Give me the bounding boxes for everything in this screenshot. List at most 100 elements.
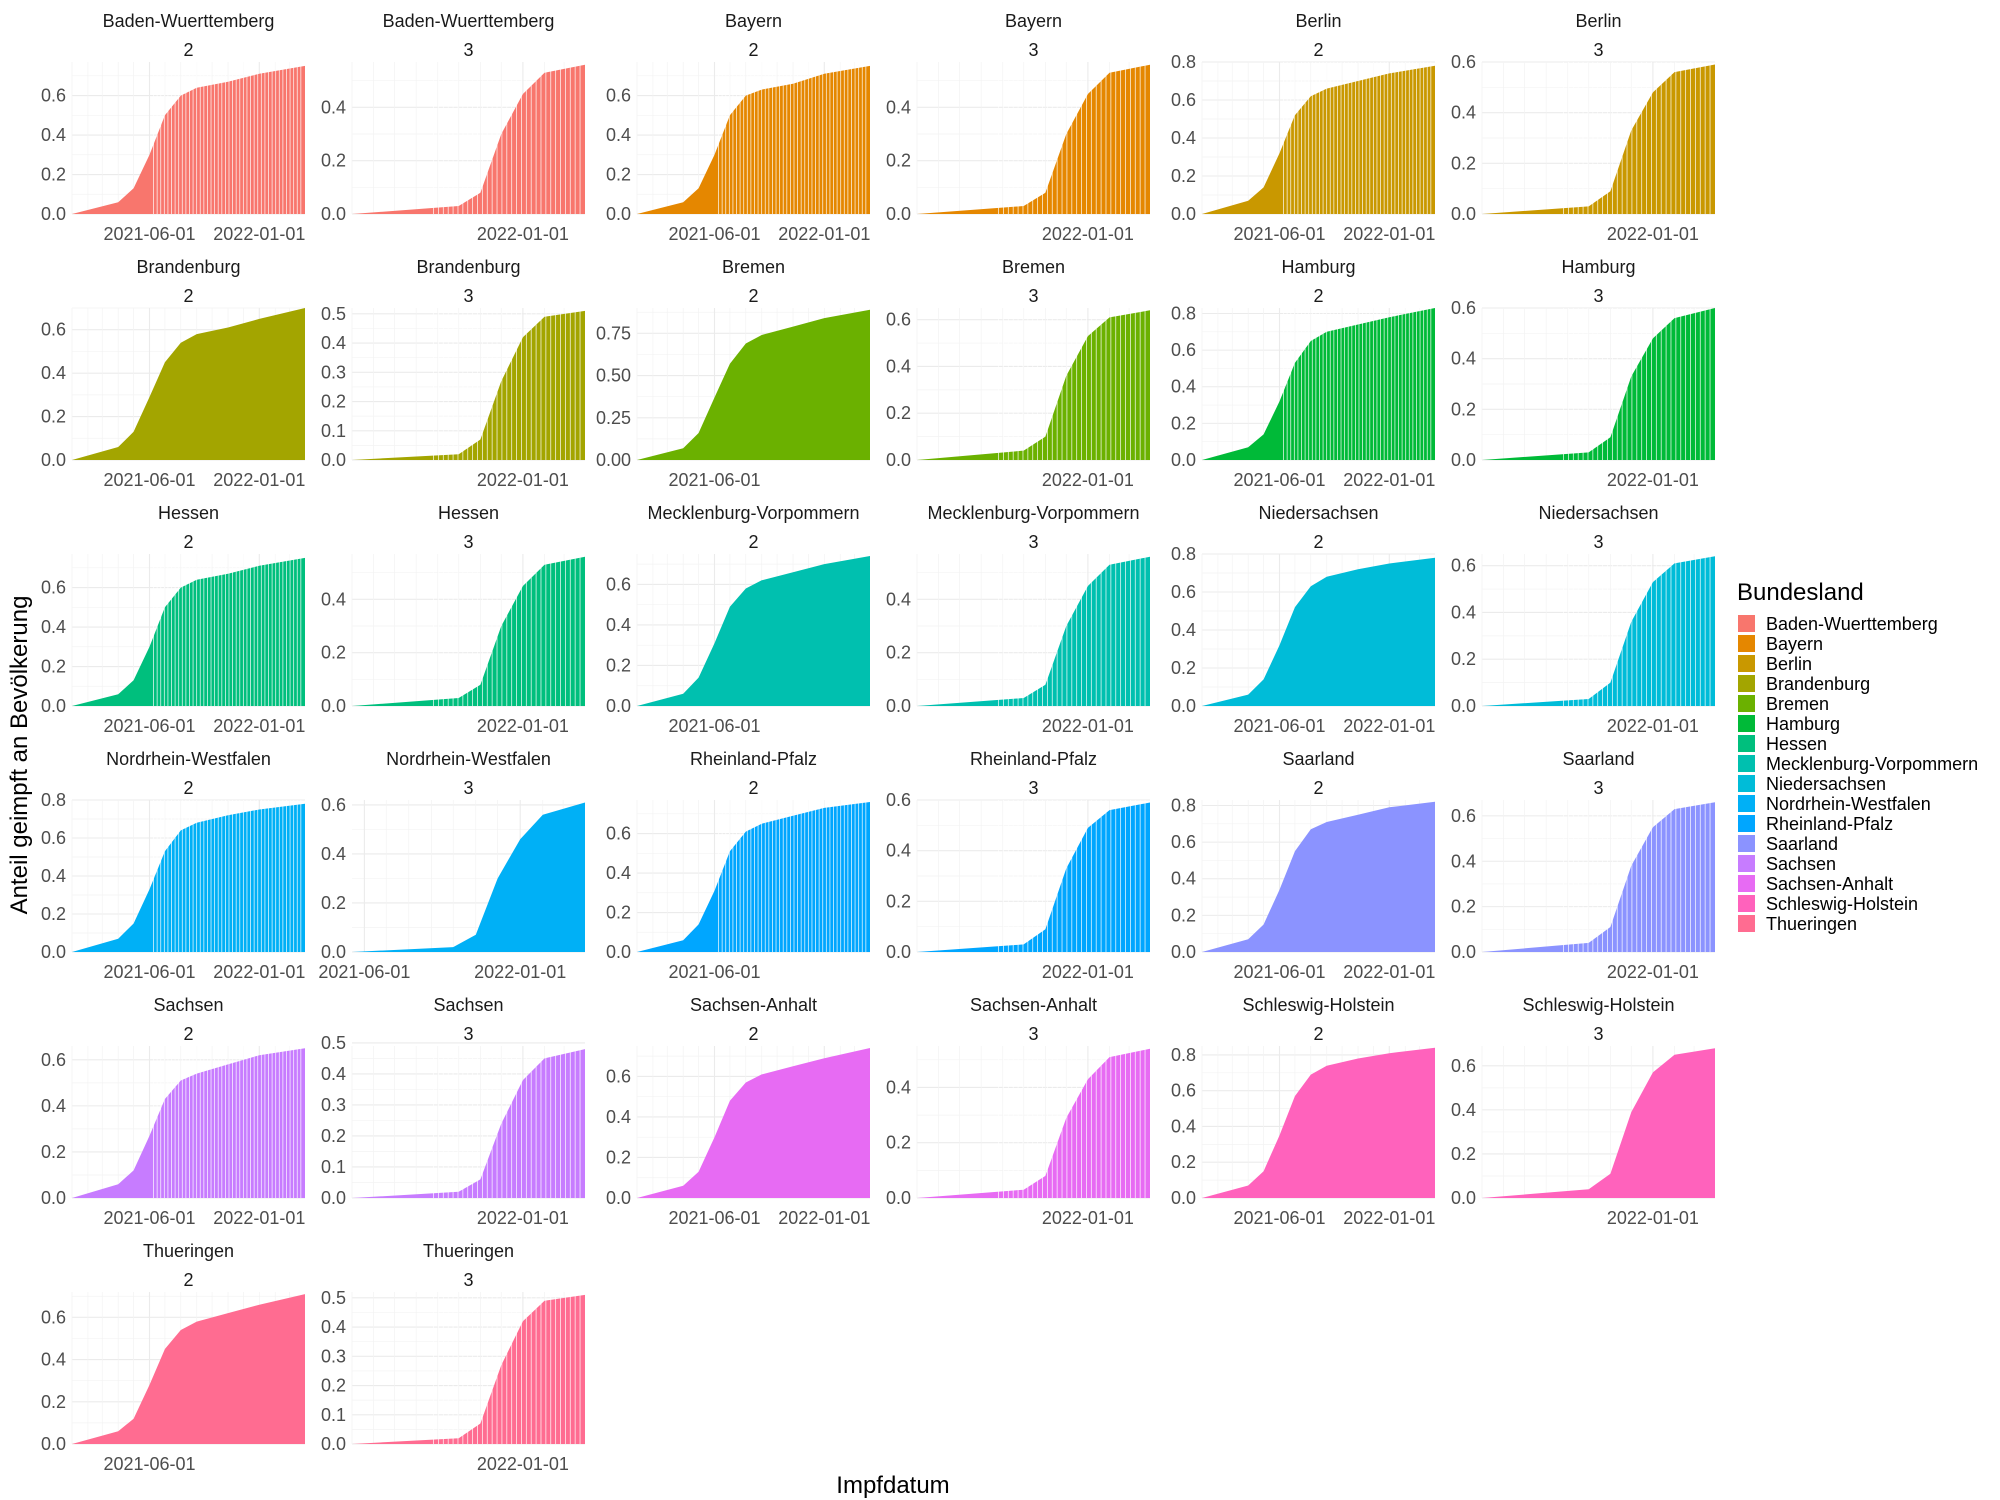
y-tick-label: 0.3 — [321, 1095, 346, 1115]
facet-strip-state: Sachsen — [433, 995, 503, 1015]
facet-strip-dose: 3 — [1028, 532, 1038, 552]
y-tick-label: 0.2 — [1171, 166, 1196, 186]
facet-strip-dose: 2 — [183, 40, 193, 60]
x-tick-label: 2022-01-01 — [213, 224, 305, 244]
x-tick-label: 2022-01-01 — [1343, 962, 1435, 982]
facet-strip-dose: 3 — [1593, 1024, 1603, 1044]
series-area — [72, 557, 305, 706]
x-tick-label: 2021-06-01 — [103, 224, 195, 244]
y-tick-label: 0.6 — [1451, 806, 1476, 826]
y-tick-label: 0.6 — [41, 1307, 66, 1327]
y-tick-label: 0.50 — [596, 366, 631, 386]
y-tick-label: 0.75 — [596, 323, 631, 343]
series-area — [917, 1048, 1150, 1198]
y-tick-label: 0.2 — [41, 904, 66, 924]
series-area — [637, 309, 870, 460]
y-tick-label: 0.0 — [606, 204, 631, 224]
x-tick-label: 2022-01-01 — [1042, 716, 1134, 736]
legend-key — [1738, 735, 1755, 752]
facet-strip-state: Hamburg — [1561, 257, 1635, 277]
facet-panel: Baden-Wuerttemberg 2 0.0 0.2 0.4 0.6 2021-06-0… — [41, 11, 305, 244]
series-area — [1482, 556, 1715, 706]
y-tick-label: 0.2 — [606, 1147, 631, 1167]
y-tick-label: 0.0 — [886, 450, 911, 470]
series-area — [72, 308, 305, 460]
facet-strip-dose: 2 — [748, 1024, 758, 1044]
series-area — [1202, 801, 1435, 952]
y-tick-label: 0.4 — [1171, 869, 1196, 889]
facet-strip-state: Hessen — [158, 503, 219, 523]
legend-key — [1738, 875, 1755, 892]
y-tick-label: 0.2 — [321, 643, 346, 663]
facet-strip-dose: 3 — [1593, 40, 1603, 60]
y-tick-label: 0.0 — [321, 696, 346, 716]
y-tick-label: 0.0 — [1451, 942, 1476, 962]
y-tick-label: 0.4 — [1171, 620, 1196, 640]
series-area — [1202, 65, 1435, 214]
facet-strip-dose: 3 — [463, 1270, 473, 1290]
x-tick-label: 2021-06-01 — [1233, 224, 1325, 244]
y-tick-label: 0.8 — [1171, 1045, 1196, 1065]
x-tick-label: 2022-01-01 — [213, 962, 305, 982]
y-tick-label: 0.8 — [41, 790, 66, 810]
x-tick-label: 2021-06-01 — [668, 224, 760, 244]
facet-strip-dose: 2 — [183, 1270, 193, 1290]
facet-strip-state: Sachsen-Anhalt — [970, 995, 1097, 1015]
facet-strip-dose: 2 — [183, 532, 193, 552]
facet-strip-state: Berlin — [1575, 11, 1621, 31]
legend-label: Brandenburg — [1766, 674, 1870, 694]
legend-label: Bayern — [1766, 634, 1823, 654]
y-tick-label: 0.4 — [321, 844, 346, 864]
x-tick-label: 2022-01-01 — [1042, 962, 1134, 982]
facet-panel: Niedersachsen 3 0.0 0.2 0.4 0.6 2022-01-01 — [1451, 503, 1715, 736]
facet-panel: Berlin 2 0.0 0.2 0.4 0.6 0.8 2021-06-01 2022-01-… — [1171, 11, 1435, 244]
series-area — [637, 556, 870, 706]
y-tick-label: 0.4 — [606, 615, 631, 635]
legend-label: Baden-Wuerttemberg — [1766, 614, 1938, 634]
facet-panel: Brandenburg 2 0.0 0.2 0.4 0.6 2021-06-01 2022-0… — [41, 257, 305, 490]
legend-title: Bundesland — [1737, 579, 1864, 606]
y-tick-label: 0.6 — [1171, 90, 1196, 110]
facet-strip-state: Rheinland-Pfalz — [690, 749, 817, 769]
y-tick-label: 0.6 — [1171, 1081, 1196, 1101]
y-tick-label: 0.4 — [886, 589, 911, 609]
facet-strip-state: Saarland — [1562, 749, 1634, 769]
y-tick-label: 0.0 — [321, 1434, 346, 1454]
y-tick-label: 0.0 — [886, 204, 911, 224]
x-tick-label: 2022-01-01 — [1607, 224, 1699, 244]
facet-strip-state: Sachsen — [153, 995, 223, 1015]
x-tick-label: 2022-01-01 — [1607, 962, 1699, 982]
facet-strip-dose: 2 — [1313, 40, 1323, 60]
facet-strip-dose: 3 — [1593, 532, 1603, 552]
facet-panel: Thueringen 2 0.0 0.2 0.4 0.6 2021-06-01 — [41, 1241, 305, 1474]
y-tick-label: 0.2 — [606, 165, 631, 185]
facet-strip-dose: 2 — [1313, 778, 1323, 798]
y-tick-label: 0.6 — [1171, 832, 1196, 852]
y-tick-label: 0.4 — [1171, 377, 1196, 397]
y-tick-label: 0.0 — [1451, 696, 1476, 716]
y-tick-label: 0.6 — [1171, 340, 1196, 360]
y-tick-label: 0.2 — [41, 1142, 66, 1162]
facet-panel: Sachsen 3 0.0 0.1 0.2 0.3 0.4 0.5 2022-01-01 — [321, 995, 585, 1228]
y-tick-label: 0.4 — [41, 617, 66, 637]
y-tick-label: 0.4 — [606, 863, 631, 883]
y-tick-label: 0.6 — [41, 578, 66, 598]
x-tick-label: 2022-01-01 — [474, 962, 566, 982]
y-tick-label: 0.8 — [1171, 795, 1196, 815]
y-tick-label: 0.1 — [321, 1157, 346, 1177]
series-area — [1202, 308, 1435, 460]
y-tick-label: 0.2 — [1171, 413, 1196, 433]
facet-strip-dose: 3 — [1593, 778, 1603, 798]
x-tick-label: 2022-01-01 — [477, 1454, 569, 1474]
facet-strip-dose: 3 — [1028, 778, 1038, 798]
y-tick-label: 0.0 — [321, 450, 346, 470]
facet-strip-dose: 3 — [1028, 1024, 1038, 1044]
x-tick-label: 2022-01-01 — [1607, 470, 1699, 490]
y-tick-label: 0.6 — [41, 1050, 66, 1070]
series-area — [352, 1294, 585, 1444]
facet-panel: Hessen 2 0.0 0.2 0.4 0.6 2021-06-01 2022-01-01 — [41, 503, 305, 736]
y-tick-label: 0.0 — [886, 1188, 911, 1208]
y-tick-label: 0.2 — [321, 893, 346, 913]
y-tick-label: 0.2 — [41, 1392, 66, 1412]
